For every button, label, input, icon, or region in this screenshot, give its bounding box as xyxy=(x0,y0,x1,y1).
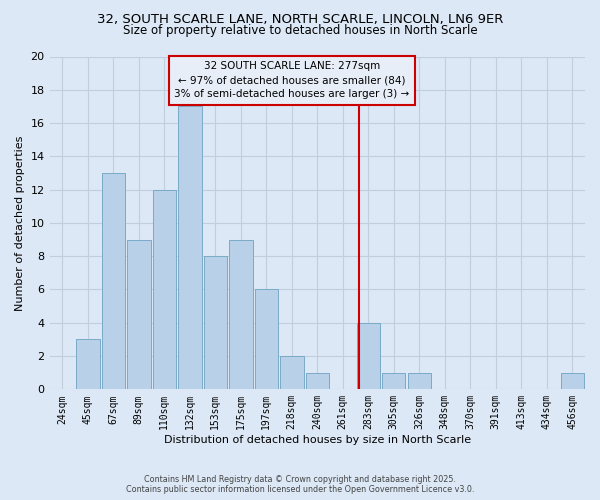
Text: 32 SOUTH SCARLE LANE: 277sqm
← 97% of detached houses are smaller (84)
3% of sem: 32 SOUTH SCARLE LANE: 277sqm ← 97% of de… xyxy=(174,62,409,100)
Bar xyxy=(101,173,125,390)
Bar xyxy=(178,106,202,390)
Bar xyxy=(76,340,100,390)
Text: 32, SOUTH SCARLE LANE, NORTH SCARLE, LINCOLN, LN6 9ER: 32, SOUTH SCARLE LANE, NORTH SCARLE, LIN… xyxy=(97,12,503,26)
Bar xyxy=(203,256,227,390)
Text: Size of property relative to detached houses in North Scarle: Size of property relative to detached ho… xyxy=(122,24,478,37)
Y-axis label: Number of detached properties: Number of detached properties xyxy=(15,135,25,310)
Bar xyxy=(254,290,278,390)
Bar xyxy=(152,190,176,390)
Bar xyxy=(560,372,584,390)
Bar xyxy=(127,240,151,390)
Bar xyxy=(305,372,329,390)
Bar xyxy=(382,372,406,390)
Bar xyxy=(280,356,304,390)
Bar xyxy=(356,323,380,390)
Bar xyxy=(407,372,431,390)
X-axis label: Distribution of detached houses by size in North Scarle: Distribution of detached houses by size … xyxy=(164,435,471,445)
Bar xyxy=(229,240,253,390)
Text: Contains HM Land Registry data © Crown copyright and database right 2025.
Contai: Contains HM Land Registry data © Crown c… xyxy=(126,474,474,494)
